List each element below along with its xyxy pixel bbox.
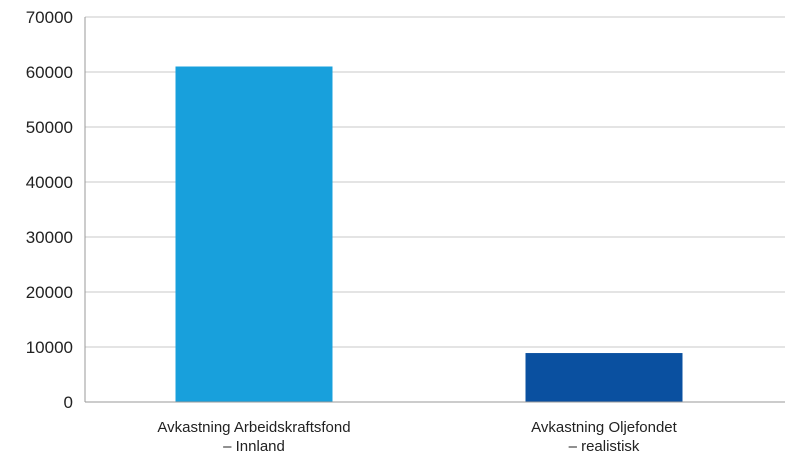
- y-tick-label: 40000: [26, 173, 73, 192]
- bar-1: [525, 353, 683, 402]
- y-tick-label: 30000: [26, 228, 73, 247]
- y-tick-label: 10000: [26, 338, 73, 357]
- x-category-label: Avkastning Oljefondet – realistisk: [531, 419, 677, 455]
- x-category-label: Avkastning Arbeidskraftsfond – Innland: [157, 419, 350, 455]
- y-tick-label: 60000: [26, 63, 73, 82]
- x-axis-category-labels: Avkastning Arbeidskraftsfond – InnlandAvk…: [157, 419, 677, 455]
- y-tick-label: 20000: [26, 283, 73, 302]
- bar-0: [175, 66, 333, 402]
- y-tick-label: 50000: [26, 118, 73, 137]
- y-tick-label: 70000: [26, 8, 73, 27]
- y-axis-tick-labels: 0 10000 20000 30000 40000 50000 60000 70000: [26, 8, 73, 412]
- x-category-label-line: – realistisk: [569, 438, 640, 455]
- x-category-label-line: Avkastning Oljefondet: [531, 419, 677, 436]
- x-category-label-line: Avkastning Arbeidskraftsfond: [157, 419, 350, 436]
- bars: [175, 66, 683, 402]
- y-tick-label: 0: [64, 393, 73, 412]
- x-category-label-line: – Innland: [223, 438, 285, 455]
